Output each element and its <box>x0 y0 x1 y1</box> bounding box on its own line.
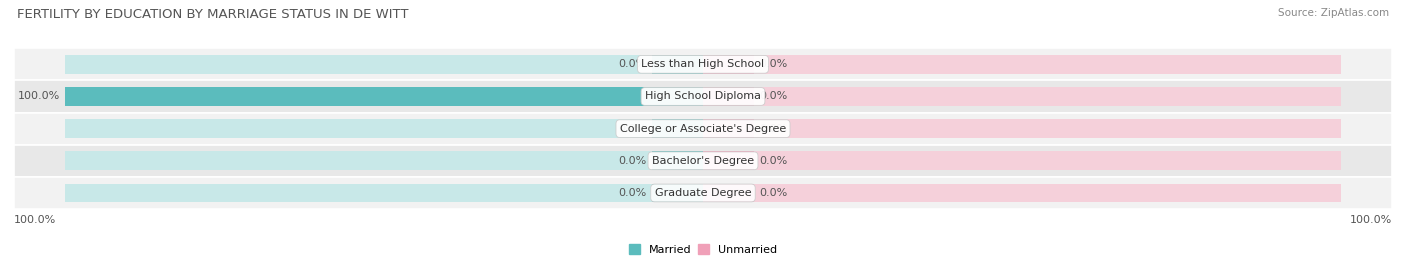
Bar <box>652 151 703 170</box>
Bar <box>703 184 1341 202</box>
Text: 100.0%: 100.0% <box>18 91 60 102</box>
Text: Bachelor's Degree: Bachelor's Degree <box>652 156 754 166</box>
Text: High School Diploma: High School Diploma <box>645 91 761 102</box>
Text: FERTILITY BY EDUCATION BY MARRIAGE STATUS IN DE WITT: FERTILITY BY EDUCATION BY MARRIAGE STATU… <box>17 8 408 21</box>
Bar <box>14 145 1392 177</box>
Bar <box>14 177 1392 209</box>
Bar <box>703 151 754 170</box>
Text: 0.0%: 0.0% <box>759 59 787 69</box>
Bar <box>65 87 703 106</box>
Bar <box>703 119 1341 138</box>
Bar <box>14 48 1392 80</box>
Bar <box>703 119 754 138</box>
Bar <box>703 151 1341 170</box>
Text: Source: ZipAtlas.com: Source: ZipAtlas.com <box>1278 8 1389 18</box>
Text: 100.0%: 100.0% <box>1350 215 1392 225</box>
Bar <box>703 184 754 202</box>
Bar <box>652 184 703 202</box>
Text: 0.0%: 0.0% <box>759 91 787 102</box>
Text: Less than High School: Less than High School <box>641 59 765 69</box>
Text: 0.0%: 0.0% <box>759 124 787 134</box>
Bar <box>652 55 703 74</box>
Bar <box>65 55 703 74</box>
Legend: Married, Unmarried: Married, Unmarried <box>628 244 778 255</box>
Text: College or Associate's Degree: College or Associate's Degree <box>620 124 786 134</box>
Text: Graduate Degree: Graduate Degree <box>655 188 751 198</box>
Bar <box>703 87 1341 106</box>
Bar <box>703 55 754 74</box>
Text: 0.0%: 0.0% <box>619 156 647 166</box>
Bar <box>65 184 703 202</box>
Text: 0.0%: 0.0% <box>619 124 647 134</box>
Bar <box>65 87 703 106</box>
Text: 0.0%: 0.0% <box>619 188 647 198</box>
Bar <box>703 55 1341 74</box>
Text: 0.0%: 0.0% <box>759 156 787 166</box>
Text: 100.0%: 100.0% <box>14 215 56 225</box>
Bar <box>65 151 703 170</box>
Bar <box>65 119 703 138</box>
Text: 0.0%: 0.0% <box>759 188 787 198</box>
Bar <box>652 119 703 138</box>
Bar <box>703 87 754 106</box>
Bar <box>14 80 1392 113</box>
Text: 0.0%: 0.0% <box>619 59 647 69</box>
Bar <box>14 113 1392 145</box>
